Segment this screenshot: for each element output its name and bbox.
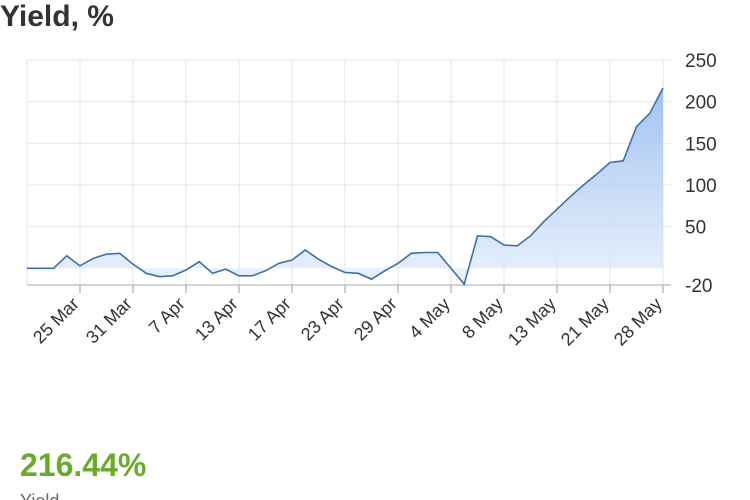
x-tick-label: 31 Mar	[82, 294, 136, 348]
line	[27, 87, 664, 286]
x-tick-label: 17 Apr	[244, 294, 295, 345]
summary-label: Yield	[20, 491, 59, 500]
y-tick-label: 250	[685, 51, 717, 72]
x-tick-label: 25 Mar	[29, 294, 83, 348]
x-tick-label: 23 Apr	[297, 294, 348, 345]
x-tick-label: 21 May	[557, 294, 613, 350]
x-tick-label: 4 May	[405, 294, 454, 343]
y-tick-label: 50	[685, 218, 706, 239]
x-tick-label: 13 May	[504, 294, 560, 350]
summary-value: 216.44%	[20, 447, 146, 483]
y-tick-label: -20	[685, 276, 712, 297]
x-tick-label: 13 Apr	[191, 294, 242, 345]
y-tick-label: 150	[685, 134, 717, 155]
x-tick-label: 28 May	[610, 294, 666, 350]
x-tick-label: 8 May	[458, 294, 507, 343]
area-fill	[27, 87, 663, 285]
y-tick-label: 100	[685, 176, 717, 197]
x-tick-label: 29 Apr	[350, 294, 401, 345]
x-tick-label: 7 Apr	[145, 294, 189, 338]
y-tick-label: 200	[685, 93, 717, 114]
chart-title: Yield, %	[0, 0, 114, 33]
